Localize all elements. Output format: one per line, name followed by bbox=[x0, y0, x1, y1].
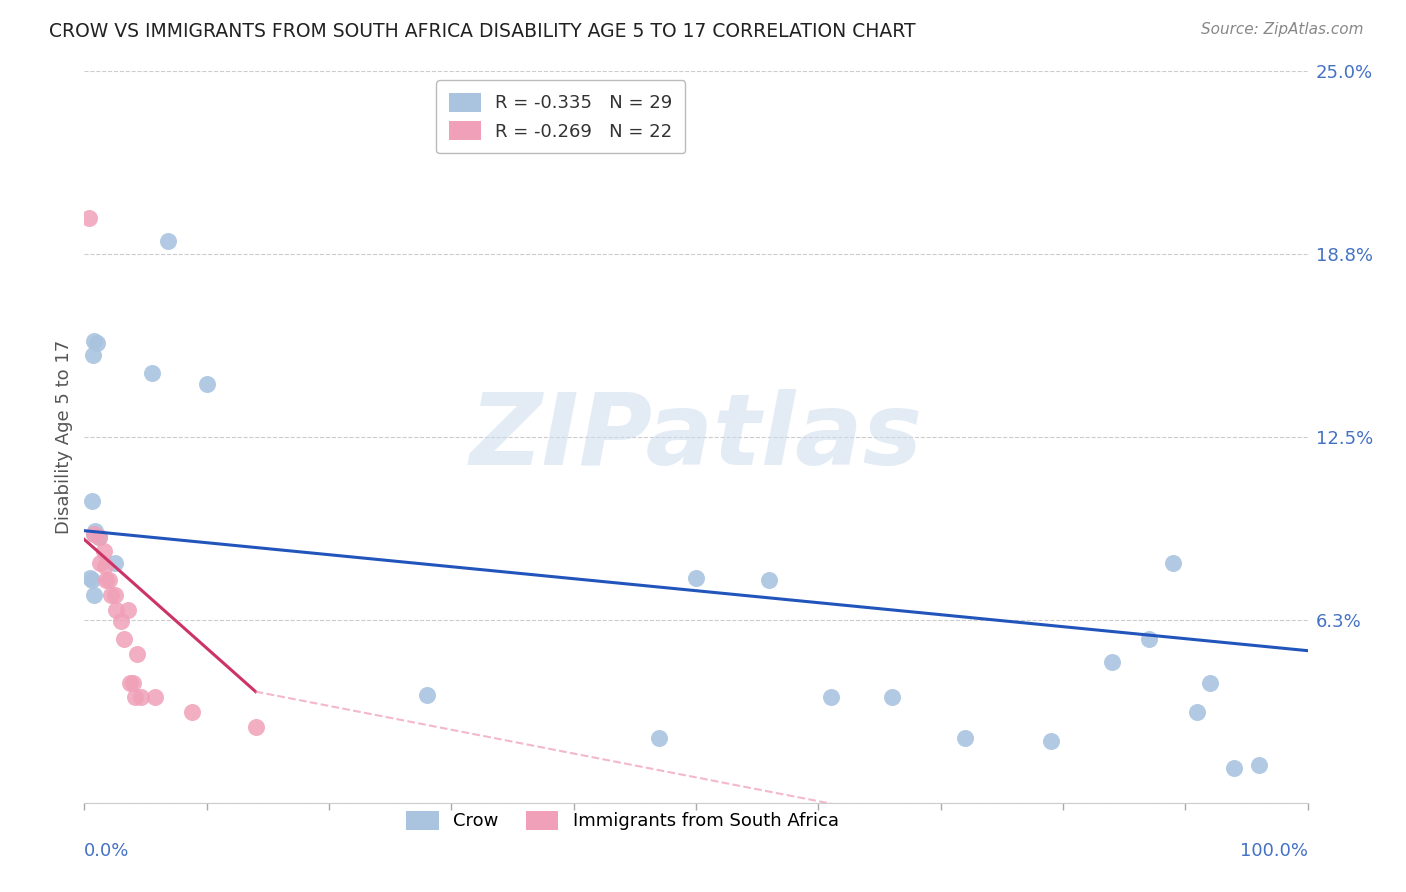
Point bbox=[880, 690, 903, 705]
Text: ZIPatlas: ZIPatlas bbox=[470, 389, 922, 485]
Point bbox=[83, 526, 105, 541]
Point bbox=[1198, 676, 1220, 690]
Point bbox=[1247, 757, 1270, 772]
Point bbox=[953, 731, 976, 746]
Text: 0.0%: 0.0% bbox=[84, 842, 129, 860]
Point bbox=[83, 588, 105, 602]
Point bbox=[125, 647, 148, 661]
Point bbox=[83, 334, 105, 348]
Point bbox=[245, 720, 267, 734]
Point bbox=[685, 570, 707, 584]
Point bbox=[820, 690, 842, 705]
Point bbox=[648, 731, 671, 746]
Point bbox=[1161, 556, 1184, 570]
Point bbox=[112, 632, 135, 646]
Point bbox=[110, 615, 132, 629]
Point bbox=[94, 558, 117, 573]
Point bbox=[83, 526, 105, 541]
Point bbox=[89, 556, 111, 570]
Point bbox=[141, 366, 163, 380]
Point bbox=[156, 234, 179, 248]
Point bbox=[124, 690, 146, 705]
Point bbox=[80, 574, 103, 588]
Point bbox=[1223, 761, 1246, 775]
Point bbox=[143, 690, 166, 705]
Text: 100.0%: 100.0% bbox=[1240, 842, 1308, 860]
Point bbox=[104, 588, 127, 602]
Point bbox=[93, 544, 115, 558]
Point bbox=[80, 494, 103, 508]
Point bbox=[82, 348, 104, 362]
Point bbox=[79, 570, 101, 584]
Point bbox=[117, 603, 139, 617]
Point bbox=[1137, 632, 1160, 646]
Text: Source: ZipAtlas.com: Source: ZipAtlas.com bbox=[1201, 22, 1364, 37]
Point bbox=[87, 530, 110, 544]
Legend: Crow, Immigrants from South Africa: Crow, Immigrants from South Africa bbox=[399, 804, 846, 838]
Point bbox=[758, 574, 780, 588]
Point bbox=[1101, 656, 1123, 670]
Point bbox=[105, 603, 128, 617]
Point bbox=[1187, 705, 1209, 719]
Text: CROW VS IMMIGRANTS FROM SOUTH AFRICA DISABILITY AGE 5 TO 17 CORRELATION CHART: CROW VS IMMIGRANTS FROM SOUTH AFRICA DIS… bbox=[49, 22, 915, 41]
Point bbox=[96, 574, 118, 588]
Point bbox=[97, 574, 120, 588]
Point bbox=[195, 377, 218, 392]
Point bbox=[181, 705, 204, 719]
Point bbox=[416, 688, 439, 702]
Point bbox=[122, 676, 145, 690]
Point bbox=[86, 336, 108, 351]
Point bbox=[87, 530, 110, 544]
Point bbox=[84, 524, 107, 538]
Y-axis label: Disability Age 5 to 17: Disability Age 5 to 17 bbox=[55, 340, 73, 534]
Point bbox=[104, 556, 127, 570]
Point bbox=[129, 690, 152, 705]
Point bbox=[100, 588, 122, 602]
Point bbox=[77, 211, 100, 225]
Point bbox=[118, 676, 141, 690]
Point bbox=[1039, 734, 1062, 748]
